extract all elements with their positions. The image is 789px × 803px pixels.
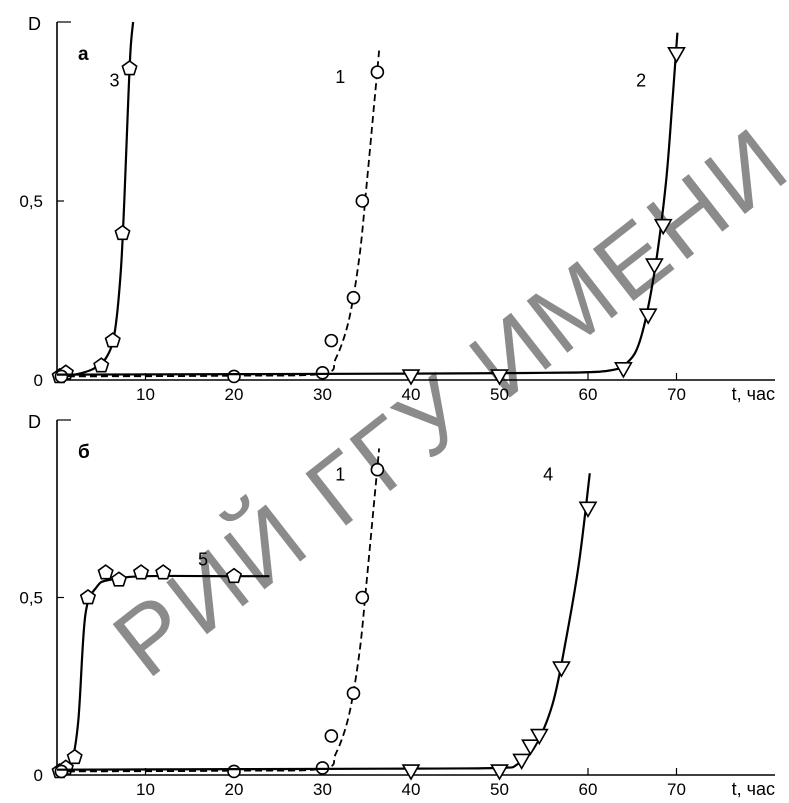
x-tick-label: 70 — [667, 385, 686, 404]
data-point-2 — [667, 47, 686, 64]
data-point-1 — [370, 65, 385, 79]
x-tick-label: 70 — [667, 780, 686, 799]
data-point-1 — [370, 462, 385, 477]
x-tick-label: 60 — [579, 385, 598, 404]
data-point-4 — [521, 739, 540, 756]
panel-label: а — [78, 44, 89, 65]
data-point-5 — [66, 748, 83, 765]
x-tick-label: 30 — [313, 385, 332, 404]
curve-label-4: 4 — [543, 464, 553, 484]
y-axis-label: D — [28, 14, 41, 34]
data-point-2 — [638, 308, 658, 325]
data-point-3 — [121, 60, 138, 76]
data-point-5 — [155, 564, 172, 580]
y-tick-label: 0,5 — [19, 192, 43, 211]
x-tick-label: 40 — [402, 780, 421, 799]
data-point-1 — [346, 290, 361, 305]
x-tick-label: 30 — [313, 780, 332, 799]
x-axis-label: t, час — [732, 779, 775, 799]
series-line-1 — [56, 50, 380, 378]
data-point-4 — [552, 661, 571, 678]
curve-label-2: 2 — [636, 70, 646, 90]
data-point-1 — [227, 764, 241, 779]
data-point-1 — [54, 369, 69, 384]
data-point-2 — [644, 258, 664, 275]
data-point-2 — [614, 362, 633, 379]
data-point-1 — [54, 764, 69, 779]
data-point-4 — [401, 764, 421, 781]
data-point-1 — [227, 369, 241, 384]
data-point-2 — [653, 218, 673, 236]
panel-label: б — [78, 442, 90, 463]
data-point-1 — [346, 686, 361, 701]
chart-panel-b: 10 20 30 40 50 60 70 0 0,5 Dt, час б 5 1 4 — [19, 412, 775, 799]
data-point-1 — [324, 729, 339, 743]
data-point-5 — [132, 564, 150, 580]
x-tick-label: 20 — [225, 385, 244, 404]
y-axis-label: D — [28, 412, 41, 432]
x-tick-label: 50 — [490, 385, 509, 404]
chart-panel-a: 10 20 30 40 50 60 70 0 0,5 Dt, час а 3 1 2 — [19, 14, 775, 404]
y-tick-label: 0,5 — [19, 589, 43, 608]
data-point-2 — [490, 369, 509, 386]
data-point-1 — [355, 590, 370, 605]
data-point-1 — [324, 333, 339, 348]
data-point-2 — [401, 369, 421, 386]
x-tick-label: 10 — [136, 780, 155, 799]
x-tick-label: 40 — [402, 385, 421, 404]
x-tick-label: 60 — [579, 780, 598, 799]
curve-label-5: 5 — [198, 550, 208, 570]
data-point-3 — [114, 224, 131, 241]
curve-label-1: 1 — [335, 464, 345, 484]
x-tick-label: 10 — [136, 385, 155, 404]
data-point-4 — [490, 764, 509, 781]
data-point-3 — [93, 357, 110, 373]
y-tick-label: 0 — [34, 766, 43, 785]
data-point-5 — [97, 564, 114, 580]
series-line-3 — [56, 21, 135, 378]
curve-label-3: 3 — [110, 70, 120, 90]
x-tick-label: 20 — [225, 780, 244, 799]
data-point-1 — [355, 194, 370, 208]
data-point-4 — [529, 728, 549, 746]
x-tick-label: 50 — [490, 780, 509, 799]
watermark-text: РИЙ ГГУ ИМЕНИ Ф. С — [94, 0, 789, 698]
y-tick-label: 0 — [34, 371, 43, 390]
data-point-3 — [104, 332, 121, 348]
data-point-4 — [512, 753, 532, 771]
data-point-4 — [578, 501, 598, 518]
data-point-5 — [79, 589, 97, 605]
data-point-5 — [110, 571, 128, 587]
data-point-5 — [225, 567, 243, 584]
curve-label-1: 1 — [335, 67, 345, 87]
x-axis-label: t, час — [732, 384, 775, 404]
